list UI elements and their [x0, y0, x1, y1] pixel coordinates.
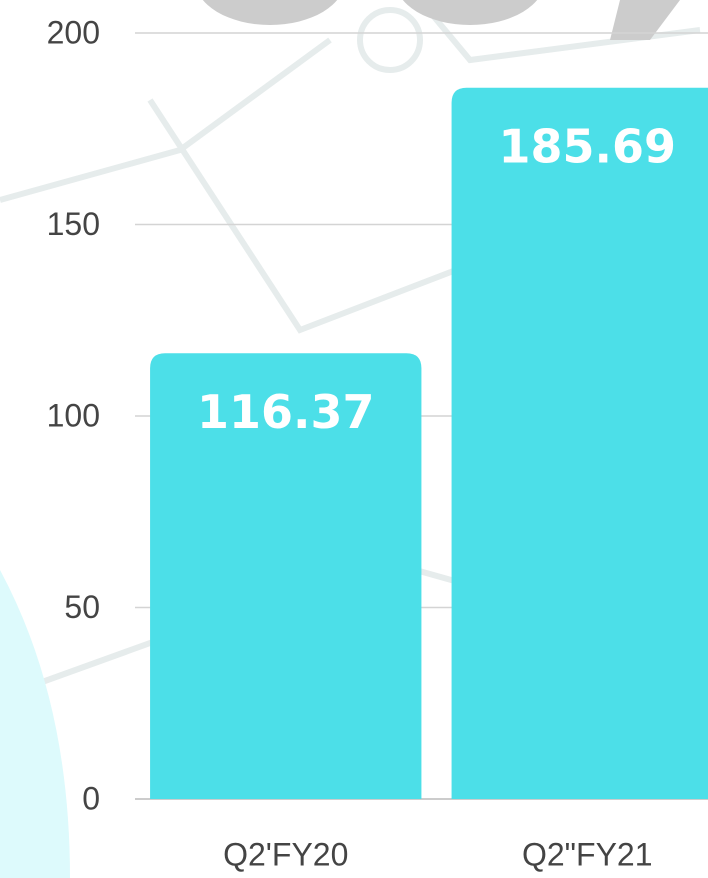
bar: [451, 87, 708, 799]
y-tick-label: 50: [64, 589, 100, 625]
x-tick-label: Q2'FY20: [223, 836, 348, 872]
y-tick-label: 150: [47, 206, 100, 242]
bar: [150, 353, 422, 799]
background-shape: [0, 570, 70, 878]
data-label: 185.69: [498, 119, 676, 173]
background-title-fragment: [202, 0, 680, 40]
x-tick-label: Q2"FY21: [522, 836, 653, 872]
data-label: 116.37: [197, 385, 375, 439]
y-tick-label: 200: [47, 14, 100, 50]
y-tick-label: 0: [82, 780, 100, 816]
y-tick-label: 100: [47, 397, 100, 433]
